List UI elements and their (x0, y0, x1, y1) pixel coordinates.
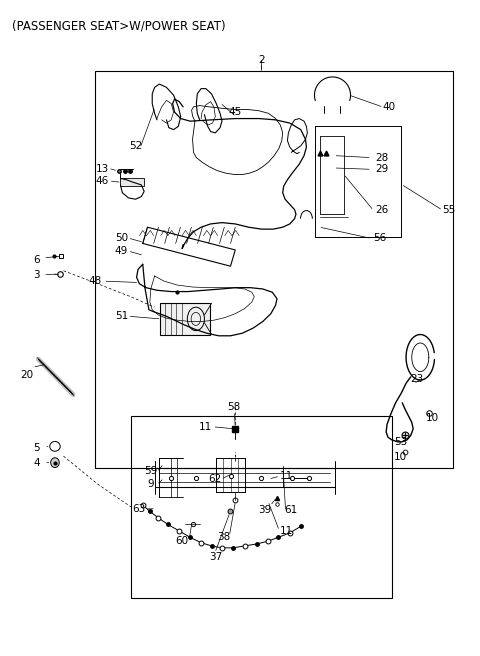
Text: 28: 28 (376, 153, 389, 163)
Bar (160, 303, 210, 335)
Text: 62: 62 (209, 474, 222, 484)
Text: 5: 5 (34, 443, 40, 453)
Text: 56: 56 (373, 234, 386, 243)
Ellipse shape (51, 458, 59, 468)
Text: 13: 13 (96, 163, 109, 174)
Text: 60: 60 (176, 537, 189, 546)
Text: 55: 55 (442, 205, 456, 215)
Text: 46: 46 (96, 176, 109, 186)
Ellipse shape (50, 441, 60, 451)
Text: 63: 63 (132, 504, 145, 514)
Text: 4: 4 (34, 459, 40, 468)
Text: 45: 45 (228, 107, 242, 117)
Text: 53: 53 (394, 437, 407, 447)
Text: 51: 51 (115, 312, 128, 321)
Text: 11: 11 (199, 422, 213, 432)
Text: 10: 10 (394, 452, 407, 462)
Bar (96, 71, 454, 468)
Text: 11: 11 (280, 526, 293, 536)
Text: 11: 11 (280, 471, 293, 482)
Text: 37: 37 (209, 552, 222, 562)
Text: (PASSENGER SEAT>W/POWER SEAT): (PASSENGER SEAT>W/POWER SEAT) (12, 19, 226, 32)
Text: 29: 29 (376, 164, 389, 174)
Text: 39: 39 (258, 505, 271, 515)
Bar (131, 416, 392, 598)
Text: 59: 59 (144, 466, 157, 476)
Text: 6: 6 (34, 255, 40, 265)
Text: 52: 52 (129, 141, 142, 151)
Text: 49: 49 (115, 246, 128, 256)
Text: 23: 23 (410, 374, 423, 384)
Text: 48: 48 (89, 276, 102, 286)
Text: 61: 61 (285, 505, 298, 515)
Text: 10: 10 (426, 413, 439, 422)
Text: 2: 2 (258, 55, 264, 65)
Text: 58: 58 (228, 402, 241, 413)
Bar (120, 178, 144, 186)
Text: 38: 38 (217, 533, 230, 543)
Text: 40: 40 (383, 102, 396, 112)
Text: 3: 3 (34, 270, 40, 279)
Text: 9: 9 (147, 479, 154, 489)
Text: 20: 20 (20, 370, 33, 380)
Text: 26: 26 (376, 205, 389, 215)
Text: 50: 50 (115, 234, 128, 243)
